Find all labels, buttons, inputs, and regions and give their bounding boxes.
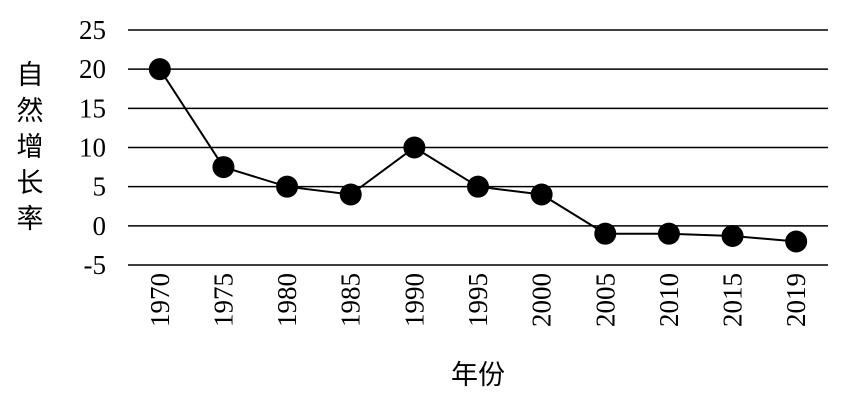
y-tick-label: 25 bbox=[79, 15, 106, 45]
data-point bbox=[657, 222, 680, 245]
data-point bbox=[403, 136, 426, 159]
data-point bbox=[148, 58, 171, 81]
data-point bbox=[276, 175, 299, 198]
x-tick-label: 1995 bbox=[463, 273, 493, 327]
y-tick-label: 10 bbox=[79, 133, 106, 163]
x-axis-title: 年份 bbox=[451, 360, 505, 391]
data-point bbox=[467, 175, 489, 198]
y-tick-label: 0 bbox=[93, 211, 107, 241]
series-line bbox=[158, 68, 797, 243]
data-point bbox=[721, 225, 744, 248]
data-points bbox=[148, 58, 808, 253]
y-tick-label: 20 bbox=[79, 54, 106, 84]
y-tick-label: 5 bbox=[93, 172, 107, 202]
x-tick-label: 2005 bbox=[590, 273, 620, 327]
y-tick-label: -5 bbox=[84, 250, 107, 280]
data-point bbox=[530, 183, 553, 206]
data-point bbox=[212, 156, 235, 179]
x-tick-label: 1980 bbox=[272, 273, 302, 327]
gridlines bbox=[128, 29, 828, 266]
x-tick-label: 2000 bbox=[527, 273, 557, 327]
x-tick-labels: 1970 1975 1980 1985 1990 1995 2000 2005 2010 2015… bbox=[145, 273, 811, 327]
data-point bbox=[785, 230, 808, 253]
y-tick-label: 15 bbox=[79, 93, 106, 123]
x-tick-label: 1970 bbox=[145, 273, 175, 327]
x-tick-label: 1975 bbox=[208, 273, 238, 327]
x-tick-label: 1985 bbox=[336, 273, 366, 327]
y-axis-title: 自然增长率 bbox=[17, 60, 44, 235]
x-tick-label: 1990 bbox=[399, 273, 429, 327]
x-tick-label: 2010 bbox=[654, 273, 684, 327]
x-tick-label: 2019 bbox=[781, 273, 811, 327]
y-tick-labels: -5 0 5 10 15 20 25 bbox=[79, 15, 106, 280]
data-point bbox=[339, 183, 362, 206]
data-point bbox=[594, 222, 617, 245]
x-tick-label: 2015 bbox=[718, 273, 748, 327]
